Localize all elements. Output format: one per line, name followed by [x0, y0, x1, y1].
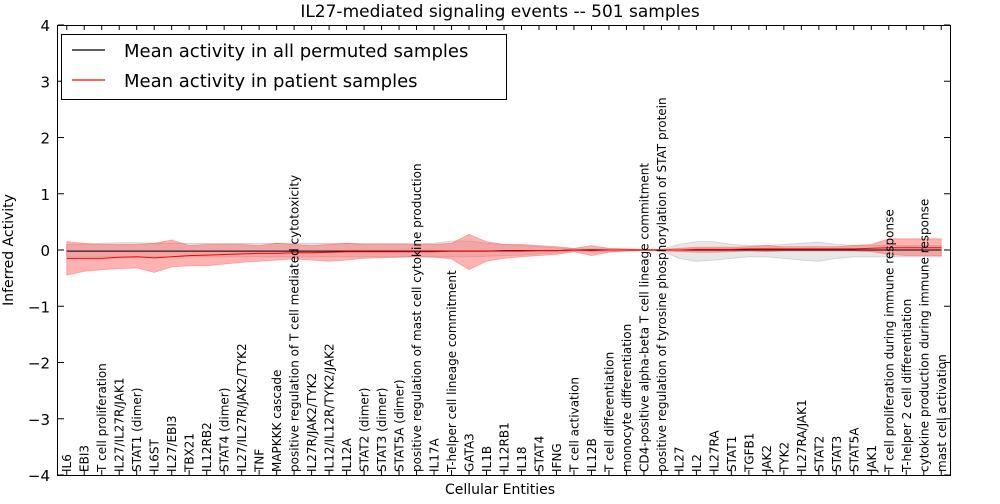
category-label: IL27/IL27R/JAK2/TYK2 — [235, 343, 249, 472]
category-label: TGFB1 — [742, 433, 756, 473]
category-label: IL6 — [60, 454, 74, 472]
y-tick-label: −3 — [28, 411, 50, 429]
category-label: IL12A — [340, 438, 354, 472]
category-label: STAT3 — [830, 436, 844, 472]
category-label: T cell differentiation — [602, 352, 616, 473]
y-axis-label: Inferred Activity — [1, 194, 17, 306]
category-label: IL12B — [585, 438, 599, 472]
category-label: T cell proliferation during immune respo… — [882, 209, 896, 473]
category-label: IL27 — [672, 447, 686, 473]
category-label: STAT1 (dimer) — [130, 388, 144, 472]
y-tick-label: 4 — [40, 17, 50, 35]
axis-ticks: −4 −3 −2 −1 0 1 2 3 4 — [28, 17, 950, 485]
category-label: IL1B — [480, 446, 494, 472]
category-label: T-helper 2 cell differentiation — [900, 299, 914, 473]
category-label: EBI3 — [78, 445, 92, 472]
category-label: STAT5A (dimer) — [393, 379, 407, 472]
category-label: positive regulation of mast cell cytokin… — [410, 163, 424, 472]
category-label: IL6ST — [148, 439, 162, 472]
category-label: cytokine production during immune respon… — [917, 199, 931, 472]
series-line-patient — [66, 247, 942, 259]
category-label: TBX21 — [183, 433, 197, 473]
category-label: monocyte differentiation — [620, 324, 634, 472]
confidence-bands — [66, 233, 942, 276]
category-label: mast cell activation — [935, 354, 949, 472]
category-label: STAT1 — [725, 436, 739, 472]
y-tick-label: 1 — [40, 186, 50, 204]
plot-frame — [57, 25, 951, 476]
category-label: IL12/IL12R/TYK2/JAK2 — [323, 343, 337, 472]
category-label: MAPKKK cascade — [270, 370, 284, 472]
y-tick-label: −1 — [28, 298, 50, 316]
y-tick-label: 2 — [40, 130, 50, 148]
category-label: positive regulation of T cell mediated c… — [288, 175, 302, 472]
category-label: T cell activation — [568, 377, 582, 473]
category-label: IL18 — [515, 447, 529, 473]
category-label: T cell proliferation — [95, 363, 109, 473]
y-tick-label: 3 — [40, 73, 50, 91]
legend: Mean activity in all permuted samples Me… — [61, 34, 507, 100]
y-tick-label: −2 — [28, 355, 50, 373]
category-label: JAK1 — [865, 445, 879, 473]
category-label: T-helper cell lineage commitment — [445, 270, 459, 473]
category-label: STAT5A — [847, 427, 861, 472]
category-label: STAT4 (dimer) — [218, 388, 232, 472]
y-tick-label: −4 — [28, 467, 50, 485]
category-label: IL27/EBI3 — [165, 415, 179, 472]
category-label: IL27/IL27R/JAK1 — [113, 378, 127, 472]
category-label: IL27RA — [707, 430, 721, 472]
category-label: JAK2 — [760, 445, 774, 473]
category-label: GATA3 — [463, 433, 477, 472]
category-label: STAT2 — [812, 436, 826, 472]
band-patient — [66, 233, 942, 276]
y-tick-label: 0 — [40, 242, 50, 260]
category-label: TYK2 — [777, 442, 791, 473]
category-label: IL12RB2 — [200, 422, 214, 472]
series-lines — [66, 247, 942, 259]
category-label: IL12RB1 — [498, 422, 512, 472]
x-axis-label: Cellular Entities — [445, 482, 555, 498]
category-label: CD4-positive alpha-beta T cell lineage c… — [637, 163, 651, 472]
category-label: IL27RA/JAK1 — [795, 399, 809, 472]
chart-title: IL27-mediated signaling events -- 501 sa… — [300, 2, 700, 22]
category-label: STAT2 (dimer) — [358, 388, 372, 472]
category-label: IFNG — [550, 443, 564, 472]
category-label: STAT3 (dimer) — [375, 388, 389, 472]
category-label: IL17A — [428, 438, 442, 472]
category-label: positive regulation of tyrosine phosphor… — [655, 97, 669, 472]
legend-box — [61, 34, 507, 100]
legend-label-patient: Mean activity in patient samples — [124, 71, 418, 92]
category-label: IL2 — [690, 454, 704, 472]
category-labels: IL6 EBI3 T cell proliferation IL27/IL27R/JA… — [60, 97, 949, 473]
legend-label-permuted: Mean activity in all permuted samples — [124, 41, 468, 62]
category-label: TNF — [253, 449, 267, 473]
category-label: STAT4 — [533, 436, 547, 472]
category-label: IL27R/JAK2/TYK2 — [305, 373, 319, 472]
